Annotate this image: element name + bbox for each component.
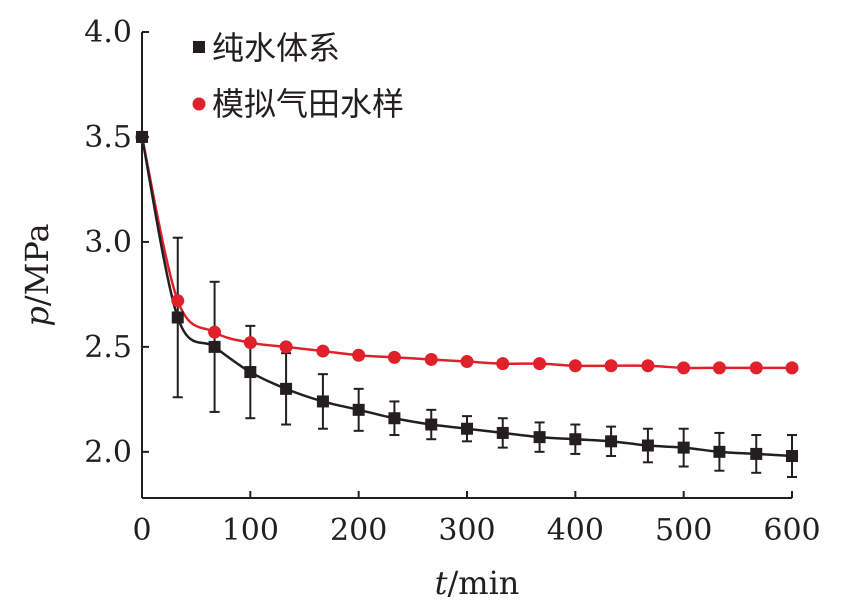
data-point-square bbox=[425, 418, 438, 431]
data-point-square bbox=[533, 431, 546, 444]
data-point-square bbox=[352, 403, 365, 416]
series-markers bbox=[135, 130, 799, 463]
x-tick-label: 400 bbox=[547, 513, 604, 548]
y-axis-label: p/MPa bbox=[18, 223, 56, 326]
legend-label-simulated-gasfield-water: 模拟气田水样 bbox=[212, 85, 404, 123]
data-point-circle bbox=[677, 361, 691, 375]
data-point-circle bbox=[785, 361, 799, 375]
legend-label-pure-water: 纯水体系 bbox=[212, 29, 340, 67]
data-point-square bbox=[461, 422, 473, 435]
y-tick-label: 3.5 bbox=[84, 120, 132, 155]
data-point-square bbox=[786, 450, 798, 463]
data-point-square bbox=[244, 366, 257, 379]
data-point-square bbox=[316, 395, 329, 408]
y-tick-label: 2.0 bbox=[84, 435, 132, 470]
data-point-square bbox=[171, 311, 184, 324]
data-point-circle bbox=[279, 340, 293, 354]
legend-marker-simulated-gasfield-water bbox=[192, 97, 206, 111]
data-point-circle bbox=[352, 348, 366, 362]
legend: 纯水体系 模拟气田水样 bbox=[192, 29, 404, 123]
data-point-circle bbox=[243, 336, 257, 350]
data-point-square bbox=[605, 435, 618, 448]
data-point-square bbox=[208, 340, 221, 353]
x-tick-label: 500 bbox=[655, 513, 712, 548]
legend-marker-pure-water bbox=[193, 41, 205, 53]
data-point-square bbox=[388, 412, 401, 425]
data-point-circle bbox=[749, 361, 763, 375]
data-point-circle bbox=[533, 357, 547, 371]
series-line-1 bbox=[140, 136, 792, 370]
x-tick-label: 100 bbox=[222, 513, 279, 548]
data-point-square bbox=[750, 447, 763, 460]
data-point-square bbox=[641, 439, 654, 452]
data-point-square bbox=[280, 382, 293, 395]
x-tick-label: 600 bbox=[763, 513, 820, 548]
data-point-circle bbox=[387, 350, 401, 364]
y-tick-label: 2.5 bbox=[84, 330, 132, 365]
y-tick-label: 3.0 bbox=[84, 225, 132, 260]
data-point-circle bbox=[568, 359, 582, 373]
data-point-circle bbox=[171, 294, 185, 308]
data-point-circle bbox=[424, 352, 438, 366]
data-point-circle bbox=[712, 361, 726, 375]
x-tick-label: 300 bbox=[438, 513, 495, 548]
data-point-square bbox=[496, 426, 509, 439]
data-point-circle bbox=[316, 344, 330, 358]
data-point-circle bbox=[460, 355, 474, 369]
error-bars bbox=[172, 236, 797, 479]
data-point-square bbox=[713, 445, 726, 458]
data-point-circle bbox=[604, 359, 618, 373]
series-line-0 bbox=[140, 136, 793, 458]
series-curves bbox=[140, 136, 793, 458]
data-point-square bbox=[677, 441, 690, 454]
x-tick-label: 0 bbox=[132, 513, 151, 548]
y-tick-label: 4.0 bbox=[84, 15, 132, 50]
data-point-square bbox=[569, 433, 582, 446]
data-point-circle bbox=[208, 325, 222, 339]
data-point-square bbox=[136, 130, 148, 143]
x-axis-label: t/min bbox=[435, 564, 520, 602]
data-point-circle bbox=[496, 357, 510, 371]
x-tick-label: 200 bbox=[330, 513, 387, 548]
data-point-circle bbox=[641, 359, 655, 373]
